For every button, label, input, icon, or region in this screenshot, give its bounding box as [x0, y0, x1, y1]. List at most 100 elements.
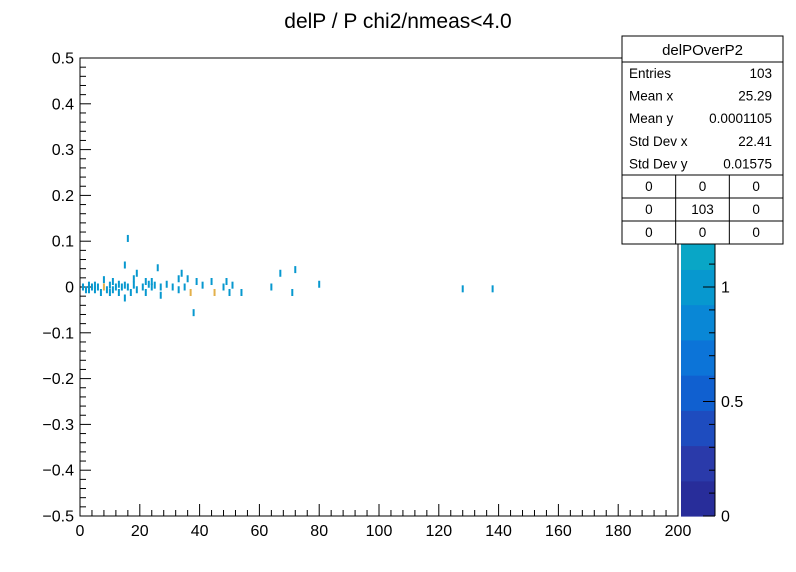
histogram-cell [84, 286, 87, 294]
histogram-cell [87, 281, 90, 289]
stats-box: delPOverP2 Entries 103 Mean x 25.29 Mean y 0.0… [621, 35, 784, 245]
stats-row-value: 22.41 [738, 134, 772, 149]
histogram-cell [114, 283, 117, 291]
stats-grid-cell: 0 [752, 225, 760, 240]
histogram-cell [147, 280, 150, 288]
colorbar-segment [681, 480, 715, 517]
histogram-cell [141, 283, 144, 291]
histogram-cells [81, 234, 494, 317]
x-axis: 0 20 40 60 80 100 120 140 160 180 200 [76, 504, 692, 540]
histogram-cell [177, 286, 180, 294]
x-tick-label: 100 [366, 523, 393, 540]
colorbar-segment [681, 375, 715, 411]
stats-row-value: 0.01575 [723, 156, 772, 171]
histogram-cell [150, 278, 153, 286]
colorbar-tick-label: 1 [721, 280, 730, 297]
x-tick-label: 60 [251, 523, 269, 540]
histogram-cell [156, 264, 159, 272]
histogram-cell [150, 283, 153, 291]
colorbar-tick-label: 0.5 [721, 394, 743, 411]
stats-grid-cell: 0 [699, 225, 707, 240]
histogram-cell [117, 288, 120, 296]
colorbar-segment [681, 339, 715, 376]
histogram-cell [123, 261, 126, 269]
x-tick-label: 120 [425, 523, 452, 540]
histogram-cell [189, 288, 192, 296]
histogram-cell [129, 288, 132, 296]
histogram-cell [135, 286, 138, 294]
x-tick-label: 140 [485, 523, 512, 540]
histogram-cell [270, 283, 273, 291]
y-tick-label: −0.3 [42, 417, 74, 434]
stats-row-value: 103 [749, 66, 772, 81]
y-axis: −0.5 −0.4 −0.3 −0.2 −0.1 0 0.1 0.2 0.3 0.4 0.5 [42, 51, 91, 526]
x-tick-label: 160 [545, 523, 572, 540]
histogram-cell [93, 286, 96, 294]
stats-grid-cell: 0 [645, 225, 653, 240]
stats-row-label: Std Dev y [629, 156, 688, 171]
histogram-cell [144, 288, 147, 296]
x-tick-label: 40 [191, 523, 209, 540]
histogram-cell [126, 234, 129, 242]
histogram-cell [491, 285, 494, 293]
histogram-cell [461, 285, 464, 293]
stats-box-title: delPOverP2 [662, 42, 743, 59]
histogram-cell [291, 288, 294, 296]
histogram-cell [192, 309, 195, 317]
histogram-cell [126, 283, 129, 291]
histogram-cell [90, 283, 93, 291]
histogram-cell [81, 283, 84, 291]
histogram-cell [99, 288, 102, 296]
histogram-cell [279, 269, 282, 277]
histogram-cell [186, 275, 189, 283]
histogram-cell [231, 281, 234, 289]
stats-grid-cell: 0 [752, 179, 760, 194]
histogram-cell [177, 275, 180, 283]
histogram-cell [201, 281, 204, 289]
histogram-cell [132, 281, 135, 289]
y-tick-label: −0.1 [42, 325, 74, 342]
stats-grid-cell: 0 [645, 179, 653, 194]
histogram-cell [117, 280, 120, 288]
stats-row-label: Mean y [629, 111, 674, 126]
histogram-cell [123, 294, 126, 302]
stats-row-label: Mean x [629, 89, 674, 104]
stats-row-value: 25.29 [738, 89, 772, 104]
histogram-cell [159, 283, 162, 291]
x-tick-label: 80 [310, 523, 328, 540]
colorbar-segment [681, 445, 715, 482]
histogram-cell [228, 288, 231, 296]
histogram-cell [123, 281, 126, 289]
histogram-cell [240, 288, 243, 296]
histogram-cell [222, 283, 225, 291]
stats-grid-cell: 0 [699, 179, 707, 194]
x-tick-label: 200 [665, 523, 692, 540]
colorbar-tick-label: 0 [721, 509, 730, 526]
histogram-cell [132, 275, 135, 283]
colorbar-segment [681, 304, 715, 341]
histogram-cell [96, 283, 99, 291]
histogram-cell [165, 280, 168, 288]
y-tick-label: 0.3 [52, 142, 74, 159]
histogram-cell [225, 278, 228, 286]
x-tick-label: 180 [605, 523, 632, 540]
histogram-cell [144, 278, 147, 286]
y-tick-label: 0.2 [52, 188, 74, 205]
histogram-cell [153, 281, 156, 289]
y-tick-label: 0.1 [52, 234, 74, 251]
histogram-cell [183, 283, 186, 291]
histogram-cell [180, 269, 183, 277]
stats-row-value: 0.0001105 [709, 111, 772, 126]
histogram-cell [318, 280, 321, 288]
chart-title: delP / P chi2/nmeas<4.0 [284, 10, 511, 33]
y-tick-label: 0.4 [52, 96, 74, 113]
plot-frame [79, 57, 679, 517]
stats-row-label: Entries [629, 66, 671, 81]
y-tick-label: 0 [65, 280, 74, 297]
histogram-cell [213, 288, 216, 296]
histogram-cell [294, 266, 297, 274]
histogram-cell [210, 278, 213, 286]
histogram-cell [102, 283, 105, 291]
histogram-cell [120, 283, 123, 291]
